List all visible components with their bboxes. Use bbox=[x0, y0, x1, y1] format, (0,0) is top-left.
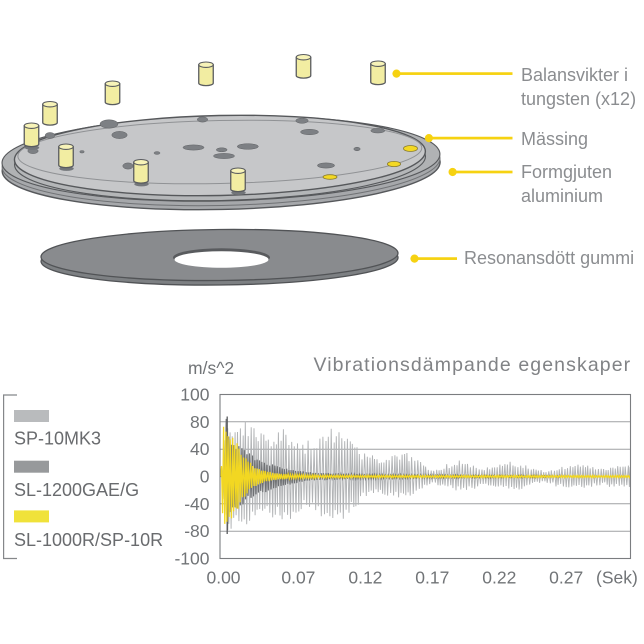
svg-text:SP-10MK3: SP-10MK3 bbox=[14, 428, 101, 448]
svg-text:SL-1000R/SP-10R: SL-1000R/SP-10R bbox=[14, 530, 163, 550]
svg-text:0.17: 0.17 bbox=[415, 568, 449, 588]
svg-text:100: 100 bbox=[180, 385, 209, 405]
svg-text:Mässing: Mässing bbox=[521, 129, 588, 149]
svg-text:m/s^2: m/s^2 bbox=[188, 358, 234, 378]
svg-text:tungsten (x12): tungsten (x12) bbox=[521, 89, 636, 109]
svg-text:(Sek): (Sek) bbox=[596, 568, 638, 588]
svg-text:40: 40 bbox=[190, 439, 210, 459]
svg-text:-100: -100 bbox=[174, 549, 209, 569]
svg-text:0.07: 0.07 bbox=[281, 568, 315, 588]
svg-text:aluminium: aluminium bbox=[521, 186, 603, 206]
svg-text:Vibrationsdämpande egenskaper: Vibrationsdämpande egenskaper bbox=[314, 354, 632, 376]
svg-text:Resonansdött gummi: Resonansdött gummi bbox=[464, 248, 634, 268]
svg-text:0.00: 0.00 bbox=[206, 568, 240, 588]
svg-text:0.12: 0.12 bbox=[348, 568, 382, 588]
svg-text:0.22: 0.22 bbox=[482, 568, 516, 588]
svg-text:SL-1200GAE/G: SL-1200GAE/G bbox=[14, 480, 139, 500]
svg-text:0: 0 bbox=[200, 467, 210, 487]
svg-text:Formgjuten: Formgjuten bbox=[521, 162, 612, 182]
svg-text:Balansvikter i: Balansvikter i bbox=[521, 65, 628, 85]
svg-text:0.27: 0.27 bbox=[549, 568, 583, 588]
svg-text:80: 80 bbox=[190, 412, 210, 432]
svg-text:-80: -80 bbox=[184, 521, 210, 541]
svg-text:-40: -40 bbox=[184, 494, 210, 514]
